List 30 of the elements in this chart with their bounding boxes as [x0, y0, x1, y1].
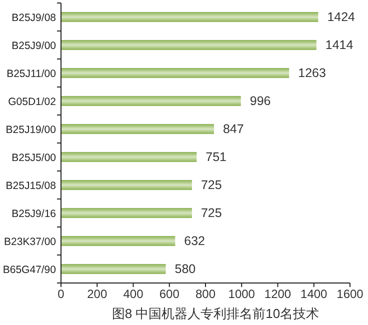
y-tick-label: B25J11/00 — [6, 68, 56, 80]
y-tick-label: B25J9/16 — [12, 208, 56, 220]
x-tick-label: 0 — [58, 287, 65, 301]
x-tick-label: 800 — [195, 287, 216, 301]
data-label: 632 — [184, 234, 206, 248]
data-label: 1424 — [327, 10, 356, 24]
data-label: 751 — [206, 150, 227, 164]
y-tick-label: B23K37/00 — [4, 236, 56, 248]
x-tick-label: 200 — [87, 287, 108, 301]
text: 图8 中国机器人专利排名前10名技术 — [112, 306, 320, 321]
x-tick-label: 1400 — [300, 287, 328, 301]
y-tick-label: B25J9/08 — [12, 12, 56, 24]
y-tick-label: B25J5/00 — [12, 152, 56, 164]
data-label: 996 — [250, 94, 271, 108]
data-label: 580 — [174, 262, 196, 276]
y-tick-label: B25J19/00 — [6, 124, 56, 136]
x-tick-label: 1600 — [336, 287, 364, 301]
y-tick-label: B25J15/08 — [6, 180, 56, 192]
y-tick-label: B25J9/00 — [12, 40, 56, 52]
x-tick-label: 600 — [159, 287, 180, 301]
y-tick-label: B65G47/90 — [2, 264, 56, 276]
x-tick-label: 1200 — [264, 287, 292, 301]
x-tick-label: 400 — [123, 287, 144, 301]
y-tick-label: G05D1/02 — [8, 96, 56, 108]
data-label: 1414 — [325, 38, 354, 52]
x-tick-label: 1000 — [228, 287, 256, 301]
data-label: 725 — [200, 206, 222, 220]
data-label: 1263 — [298, 66, 326, 80]
data-label: 847 — [222, 122, 244, 136]
data-label: 725 — [200, 178, 222, 192]
